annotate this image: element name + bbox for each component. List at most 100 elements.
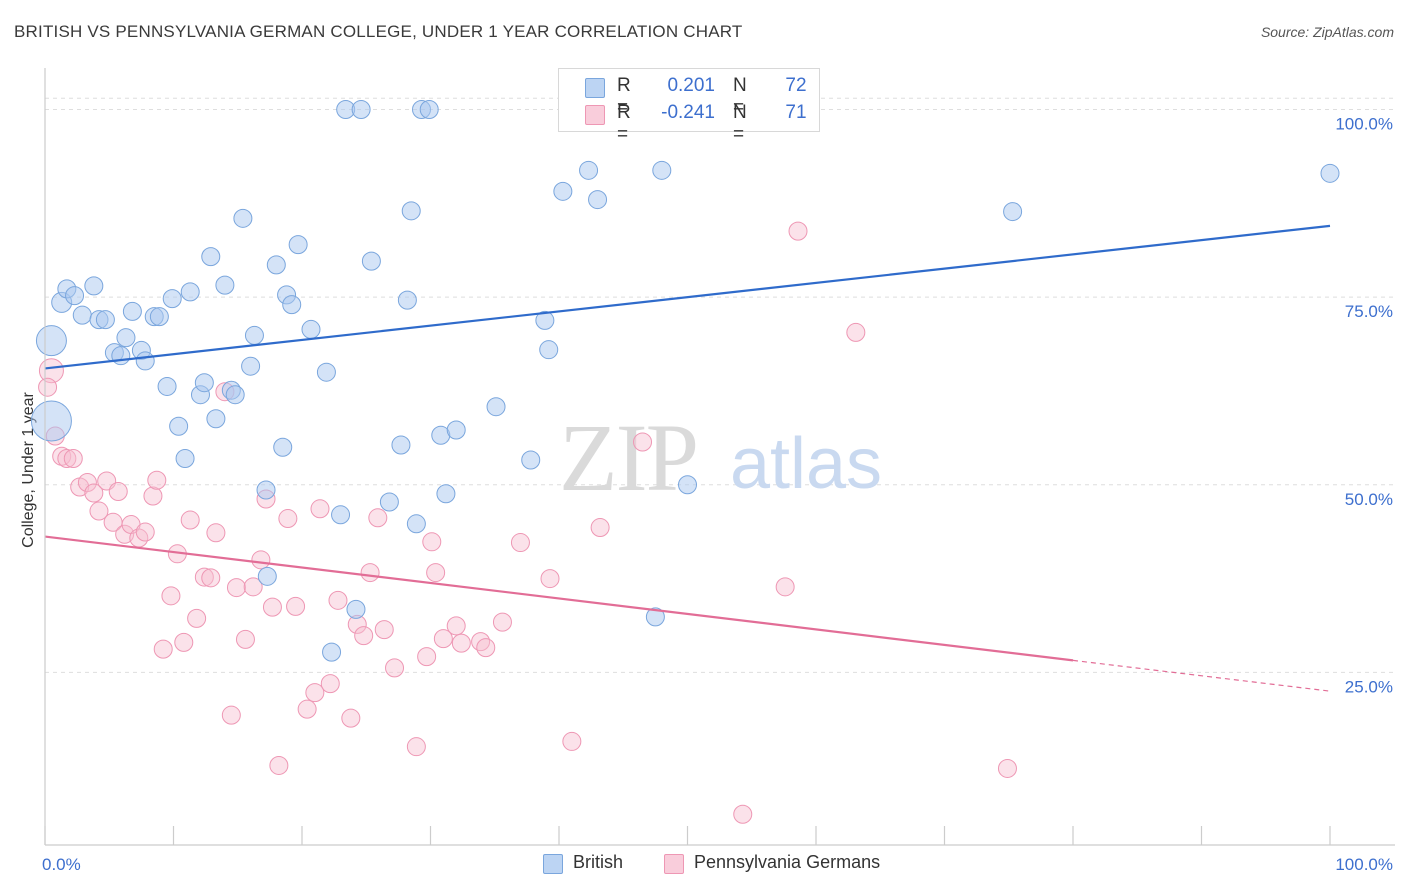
penn-point [422, 532, 442, 552]
penn-point [360, 563, 380, 583]
penn-point [221, 705, 241, 725]
penn-point [153, 639, 173, 659]
legend-r-label: R = [617, 102, 631, 145]
british-point [579, 160, 599, 180]
british-point [149, 307, 169, 327]
british-point [241, 356, 261, 376]
british-point [180, 282, 200, 302]
penn-point [251, 550, 271, 570]
penn-point [406, 737, 426, 757]
penn-point [320, 674, 340, 694]
penn-point [562, 731, 582, 751]
bottom-legend-swatch-british [543, 854, 563, 874]
penn-point [52, 446, 72, 466]
penn-point [108, 482, 128, 502]
british-point [266, 255, 286, 275]
penn-point [451, 633, 471, 653]
penn-point [997, 758, 1017, 778]
british-point [391, 435, 411, 455]
penn-trend-line [44, 535, 1074, 662]
penn-point [135, 522, 155, 542]
penn-point [633, 432, 653, 452]
penn-point [733, 804, 753, 824]
penn-point [492, 612, 512, 632]
british-point [135, 351, 155, 371]
penn-point [476, 638, 496, 658]
watermark-zip: ZIP [559, 404, 697, 511]
penn-trend-extension [1072, 659, 1331, 692]
y-tick-label: 50.0% [1345, 490, 1393, 509]
british-point [419, 100, 439, 120]
watermark-atlas: atlas [730, 424, 882, 504]
british-point [157, 376, 177, 396]
y-tick-label: 75.0% [1345, 302, 1393, 321]
axes [44, 68, 1395, 846]
penn-point [328, 590, 348, 610]
british-point [111, 346, 131, 366]
penn-point [243, 577, 263, 597]
penn-point [590, 518, 610, 538]
british-point [116, 328, 136, 348]
legend-r-value: 0.201 [667, 75, 715, 96]
british-point [72, 305, 92, 325]
british-point [316, 362, 336, 382]
british-point [1320, 163, 1340, 183]
british-point [65, 286, 85, 306]
british-point [256, 480, 276, 500]
penn-point [368, 508, 388, 528]
penn-point [206, 523, 226, 543]
british-point [401, 201, 421, 221]
penn-point [84, 483, 104, 503]
british-point [331, 505, 351, 525]
y-tick-label: 100.0% [1335, 115, 1393, 134]
british-point [351, 100, 371, 120]
tick-labels: 25.0% 50.0% 75.0% 100.0% 0.0% 100.0% [42, 115, 1393, 874]
british-point [406, 514, 426, 534]
bottom-legend: British Pennsylvania Germans [0, 852, 1406, 878]
legend-n-label: N = [733, 102, 747, 145]
penn-point [235, 629, 255, 649]
x-tick-label: 100.0% [1335, 855, 1393, 874]
penn-point [57, 449, 77, 468]
trend-lines [44, 224, 1331, 692]
penn-point [147, 470, 167, 490]
legend-n-value: 71 [785, 102, 807, 123]
bottom-legend-swatch-penn [664, 854, 684, 874]
penn-point [115, 524, 135, 544]
penn-point [341, 708, 361, 728]
british-point [652, 160, 672, 180]
series-british-points [30, 100, 1340, 662]
penn-point [788, 221, 808, 241]
penn-point [63, 449, 83, 468]
penn-point [269, 755, 289, 775]
british-point [322, 642, 342, 662]
penn-point [187, 608, 207, 628]
british-point [122, 301, 142, 321]
penn-point [297, 699, 317, 719]
legend-swatch-british [585, 78, 605, 98]
british-point [175, 449, 195, 468]
british-point [273, 437, 293, 457]
x-tick-label: 0.0% [42, 855, 81, 874]
penn-point [471, 632, 491, 652]
british-point [35, 325, 67, 357]
legend-n-value: 72 [785, 75, 807, 96]
british-point [535, 310, 555, 330]
british-point [346, 599, 366, 619]
penn-point [226, 578, 246, 598]
penn-point [417, 647, 437, 667]
penn-point [38, 377, 58, 397]
penn-point [310, 499, 330, 519]
british-trend-line [44, 224, 1331, 370]
penn-point [354, 626, 374, 646]
british-point [539, 340, 559, 360]
british-point [244, 325, 264, 345]
bottom-legend-label-penn: Pennsylvania Germans [694, 852, 881, 872]
penn-point [286, 596, 306, 616]
penn-point [385, 658, 405, 678]
penn-point [89, 501, 109, 521]
watermark: ZIP atlas [559, 404, 882, 511]
penn-point [262, 597, 282, 617]
chart-title: BRITISH VS PENNSYLVANIA GERMAN COLLEGE, … [14, 22, 743, 41]
